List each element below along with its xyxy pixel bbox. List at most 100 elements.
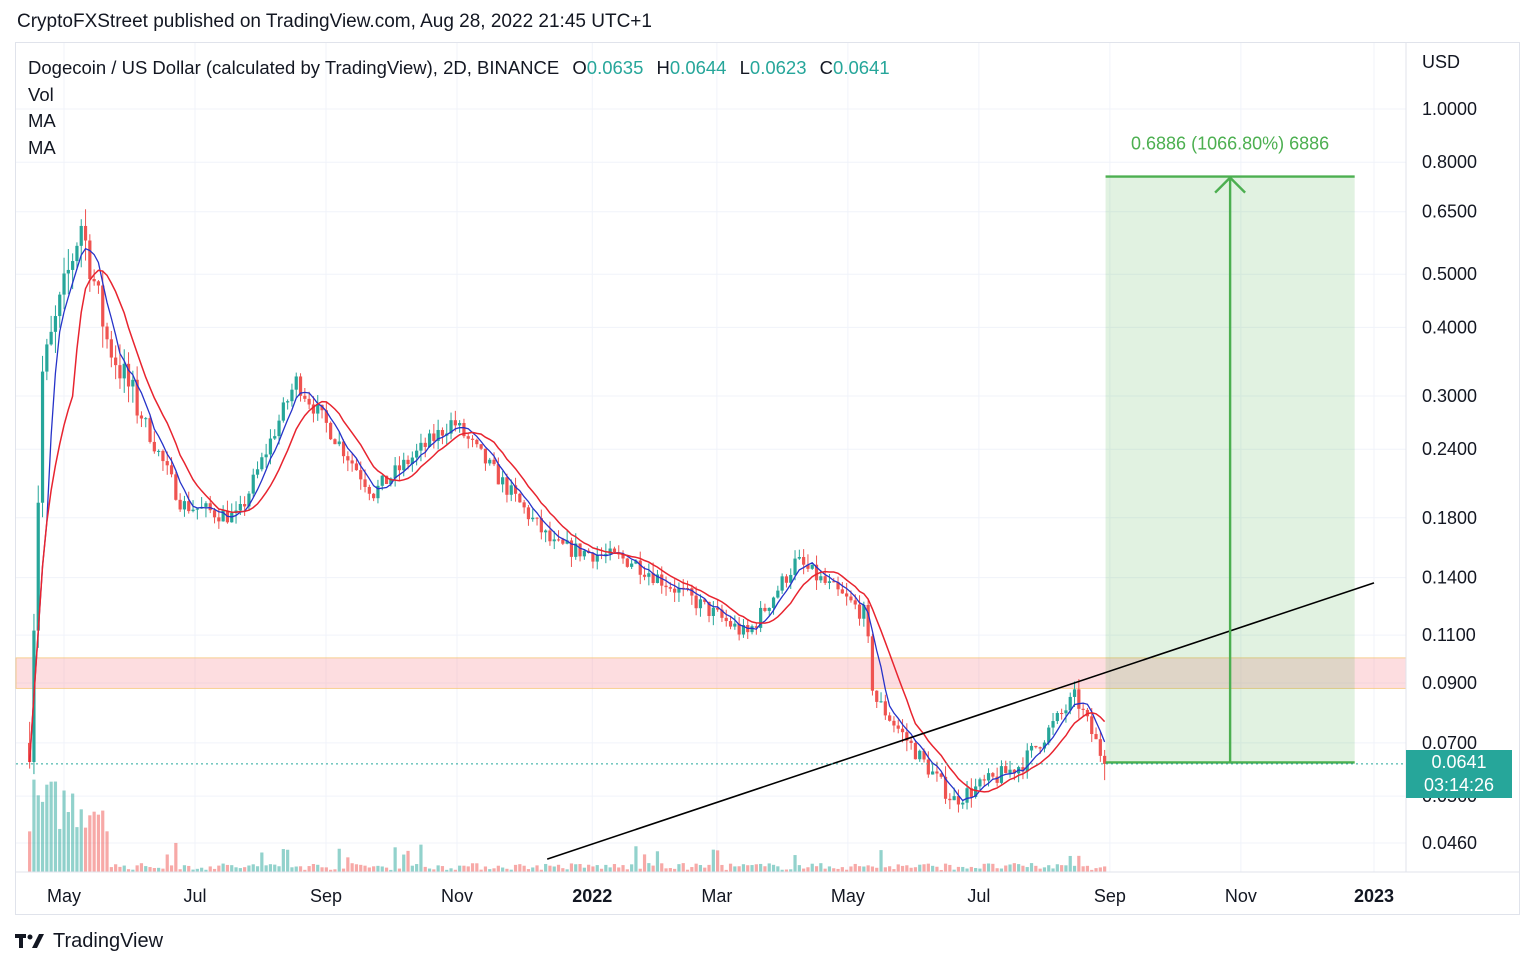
- volume-bar: [823, 868, 827, 872]
- volume-bar: [277, 866, 281, 872]
- candle-body: [651, 573, 655, 583]
- volume-bar: [668, 868, 672, 872]
- last-price: 0.0641: [1431, 752, 1487, 772]
- candle-body: [96, 281, 101, 286]
- indicator-ma-1[interactable]: MA: [28, 110, 56, 131]
- volume-bar: [286, 849, 290, 872]
- volume-bar: [741, 864, 746, 872]
- volume-bar: [45, 784, 49, 872]
- candle-body: [526, 507, 531, 520]
- x-tick-label: Sep: [310, 886, 342, 906]
- candle-body: [496, 464, 500, 485]
- candle-body: [810, 564, 814, 569]
- volume-bar: [341, 868, 346, 872]
- candle-body: [1064, 710, 1068, 714]
- candle-body: [591, 552, 595, 562]
- x-tick-label: May: [47, 886, 81, 906]
- volume-bar: [88, 815, 92, 872]
- volume-bar: [1077, 855, 1081, 872]
- candle-body: [462, 423, 466, 437]
- candle-body: [75, 245, 79, 262]
- volume-bar: [243, 867, 247, 872]
- volume-bar: [1055, 864, 1059, 872]
- candle-body: [978, 779, 982, 787]
- candle-body: [900, 728, 905, 733]
- volume-bar: [776, 866, 780, 872]
- candle-body: [793, 558, 797, 575]
- volume-bar: [784, 869, 789, 872]
- volume-bar: [716, 850, 720, 872]
- chart-legend: Dogecoin / US Dollar (calculated by Trad…: [28, 55, 890, 161]
- candle-body: [384, 475, 389, 485]
- candle-body: [333, 439, 337, 445]
- candle-body: [1094, 734, 1098, 740]
- volume-bar: [836, 868, 840, 872]
- volume-bar: [238, 868, 242, 872]
- volume-bar: [230, 865, 234, 872]
- volume-bar: [943, 863, 948, 872]
- volume-bar: [539, 869, 543, 872]
- volume-bar: [415, 864, 419, 872]
- candle-body: [1038, 747, 1042, 749]
- volume-bar: [888, 866, 892, 872]
- volume-bar: [329, 869, 333, 872]
- volume-bar: [685, 869, 690, 872]
- candle-body: [419, 442, 423, 451]
- volume-bar: [526, 869, 531, 872]
- volume-bar: [488, 869, 492, 872]
- candle-body: [539, 518, 543, 533]
- candle-body: [303, 395, 307, 399]
- volume-bar: [372, 866, 376, 872]
- candle-body: [470, 438, 475, 440]
- candle-body: [1068, 696, 1072, 711]
- candle-body: [866, 604, 870, 637]
- candle-body: [1051, 721, 1055, 728]
- volume-bar: [956, 866, 961, 872]
- candle-body: [139, 415, 144, 419]
- volume-bar: [1008, 864, 1012, 872]
- volume-bar: [225, 864, 230, 872]
- candle-body: [423, 442, 427, 447]
- volume-bar: [1103, 866, 1107, 872]
- candle-body: [1004, 766, 1008, 774]
- candle-body: [217, 517, 221, 522]
- volume-bar: [440, 866, 445, 872]
- candle-body: [1042, 742, 1047, 749]
- volume-bar: [1017, 864, 1021, 872]
- candle-body: [488, 459, 492, 464]
- volume-bar: [496, 865, 500, 872]
- candle-body: [165, 461, 169, 466]
- volume-bar: [638, 868, 642, 872]
- candle-body: [716, 607, 720, 610]
- candle-body: [823, 576, 827, 583]
- candle-body: [290, 389, 294, 402]
- candle-body: [595, 554, 599, 562]
- volume-bar: [139, 863, 144, 872]
- indicator-ma-2[interactable]: MA: [28, 136, 56, 158]
- tradingview-logo[interactable]: TradingView: [15, 930, 163, 953]
- volume-bar: [974, 868, 978, 872]
- candle-body: [883, 701, 887, 716]
- volume-bar: [75, 827, 79, 872]
- indicator-vol[interactable]: Vol: [28, 83, 54, 105]
- volume-bar: [62, 790, 66, 872]
- candle-body: [703, 599, 707, 602]
- volume-bar: [621, 865, 625, 872]
- volume-bar: [290, 867, 294, 872]
- volume-bar: [556, 864, 561, 872]
- volume-bar: [1085, 865, 1090, 872]
- volume-bar: [453, 869, 457, 872]
- candle-body: [814, 564, 819, 581]
- volume-bar: [174, 842, 178, 872]
- candle-body: [346, 456, 350, 461]
- open-value: 0.0635: [586, 57, 644, 78]
- volume-bar: [565, 869, 569, 872]
- volume-bar: [114, 864, 118, 872]
- candle-body: [36, 502, 40, 631]
- candle-body: [337, 441, 341, 445]
- x-tick-label: Jul: [967, 886, 990, 906]
- candle-body: [522, 502, 526, 508]
- volume-bar: [771, 864, 776, 872]
- volume-bar: [857, 866, 862, 872]
